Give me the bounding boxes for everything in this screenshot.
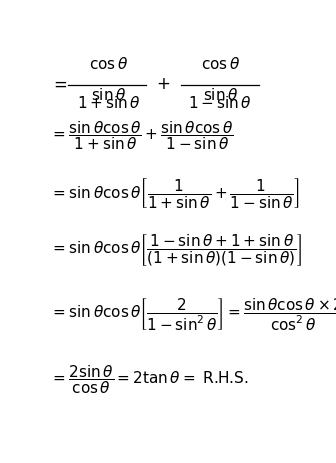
- Text: $= \sin\theta\cos\theta\left[\dfrac{1-\sin\theta+1+\sin\theta}{(1+\sin\theta)(1-: $= \sin\theta\cos\theta\left[\dfrac{1-\s…: [50, 232, 302, 268]
- Text: $= \dfrac{\sin\theta\cos\theta}{1+\sin\theta}+\dfrac{\sin\theta\cos\theta}{1-\si: $= \dfrac{\sin\theta\cos\theta}{1+\sin\t…: [50, 119, 234, 152]
- Text: $= \dfrac{2\sin\theta}{\cos\theta}=2\tan\theta=$ R.H.S.: $= \dfrac{2\sin\theta}{\cos\theta}=2\tan…: [50, 363, 249, 396]
- Text: $\sin\theta$: $\sin\theta$: [203, 87, 238, 103]
- Text: $\cos\theta$: $\cos\theta$: [201, 56, 240, 72]
- Text: $\sin\theta$: $\sin\theta$: [91, 87, 126, 103]
- Text: $= \sin\theta\cos\theta\left[\dfrac{2}{1-\sin^{2}\theta}\right]=\dfrac{\sin\thet: $= \sin\theta\cos\theta\left[\dfrac{2}{1…: [50, 296, 336, 332]
- Text: $=$: $=$: [50, 75, 67, 93]
- Text: $\cos\theta$: $\cos\theta$: [89, 56, 128, 72]
- Text: $= \sin\theta\cos\theta\left[\dfrac{1}{1+\sin\theta}+\dfrac{1}{1-\sin\theta}\rig: $= \sin\theta\cos\theta\left[\dfrac{1}{1…: [50, 176, 300, 210]
- Text: $1+\sin\theta$: $1+\sin\theta$: [77, 95, 140, 112]
- Text: $+$: $+$: [156, 75, 170, 93]
- Text: $1-\sin\theta$: $1-\sin\theta$: [188, 95, 252, 112]
